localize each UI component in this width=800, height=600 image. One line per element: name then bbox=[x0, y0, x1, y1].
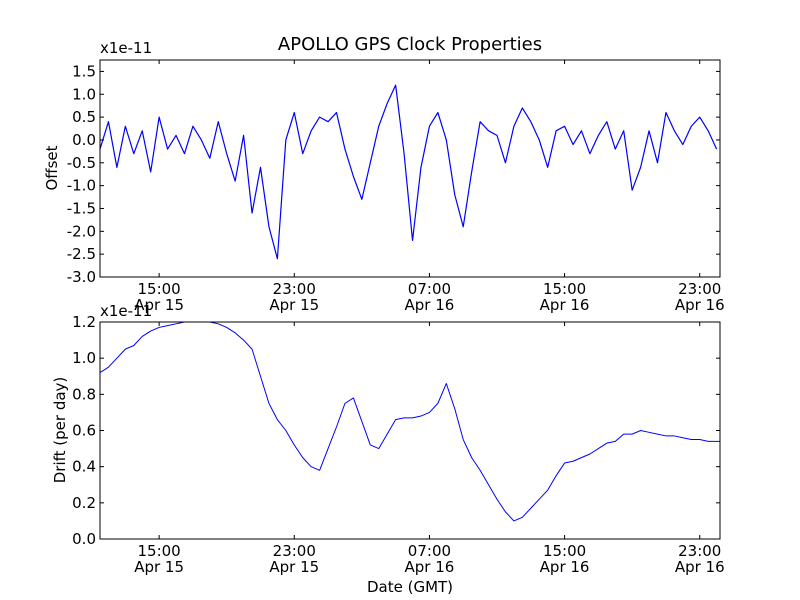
offset-x-tick-date-label: Apr 15 bbox=[134, 296, 184, 314]
offset-y-tick-label: -2.0 bbox=[67, 222, 96, 240]
drift-x-tick-label: 23:00 bbox=[678, 542, 721, 560]
drift-x-tick-date-label: Apr 16 bbox=[540, 558, 590, 576]
offset-x-tick-label: 23:00 bbox=[273, 280, 316, 298]
drift-y-axis-label: Drift (per day) bbox=[51, 377, 69, 484]
drift-y-tick-label: 0.0 bbox=[72, 530, 96, 548]
drift-x-tick-label: 15:00 bbox=[138, 542, 181, 560]
drift-scale-label: x1e-11 bbox=[100, 302, 152, 320]
drift-x-tick-label: 23:00 bbox=[273, 542, 316, 560]
offset-y-tick-label: 1.0 bbox=[72, 85, 96, 103]
drift-y-tick-label: 0.4 bbox=[72, 458, 96, 476]
offset-y-tick-label: -1.0 bbox=[67, 177, 96, 195]
drift-x-tick-date-label: Apr 16 bbox=[675, 558, 725, 576]
drift-y-tick-label: 1.2 bbox=[72, 313, 96, 331]
drift-x-tick-date-label: Apr 15 bbox=[134, 558, 184, 576]
offset-scale-label: x1e-11 bbox=[100, 39, 152, 57]
drift-panel: x1e-11 Drift (per day) Date (GMT) 0.0 0.2… bbox=[51, 302, 725, 596]
offset-y-tick-label: -2.5 bbox=[67, 245, 96, 263]
offset-x-tick-label: 15:00 bbox=[138, 280, 181, 298]
drift-y-tick-label: 0.8 bbox=[72, 385, 96, 403]
offset-y-tick-label: -0.5 bbox=[67, 154, 96, 172]
offset-x-tick-date-label: Apr 16 bbox=[540, 296, 590, 314]
offset-series-line bbox=[100, 84, 718, 260]
drift-y-tick-label: 0.6 bbox=[72, 422, 96, 440]
offset-y-tick-label: 1.5 bbox=[72, 62, 96, 80]
offset-y-axis-label: Offset bbox=[43, 145, 61, 190]
offset-x-tick-date-label: Apr 16 bbox=[675, 296, 725, 314]
offset-axes-frame bbox=[99, 59, 721, 278]
drift-series-line bbox=[100, 322, 720, 522]
drift-x-tick-label: 15:00 bbox=[543, 542, 586, 560]
drift-x-tick-date-label: Apr 15 bbox=[269, 558, 319, 576]
offset-y-tick-label: -1.5 bbox=[67, 199, 96, 217]
x-axis-label: Date (GMT) bbox=[367, 578, 453, 596]
offset-y-tick-label: 0.5 bbox=[72, 108, 96, 126]
offset-x-tick-label: 07:00 bbox=[408, 280, 451, 298]
chart-title: APOLLO GPS Clock Properties bbox=[278, 34, 542, 55]
offset-y-tick-label: 0.0 bbox=[72, 131, 96, 149]
drift-y-tick-label: 0.2 bbox=[72, 494, 96, 512]
drift-x-tick-date-label: Apr 16 bbox=[405, 558, 455, 576]
drift-x-tick-label: 07:00 bbox=[408, 542, 451, 560]
offset-y-tick-label: -3.0 bbox=[67, 268, 96, 286]
offset-x-tick-date-label: Apr 16 bbox=[405, 296, 455, 314]
drift-y-tick-label: 1.0 bbox=[72, 349, 96, 367]
offset-x-tick-label: 15:00 bbox=[543, 280, 586, 298]
offset-x-tick-label: 23:00 bbox=[678, 280, 721, 298]
offset-x-tick-date-label: Apr 15 bbox=[269, 296, 319, 314]
offset-panel: x1e-11 Offset 1.5 1.0 0.5 0.0 -0.5 -1.0 -1.5 -2… bbox=[43, 39, 725, 314]
